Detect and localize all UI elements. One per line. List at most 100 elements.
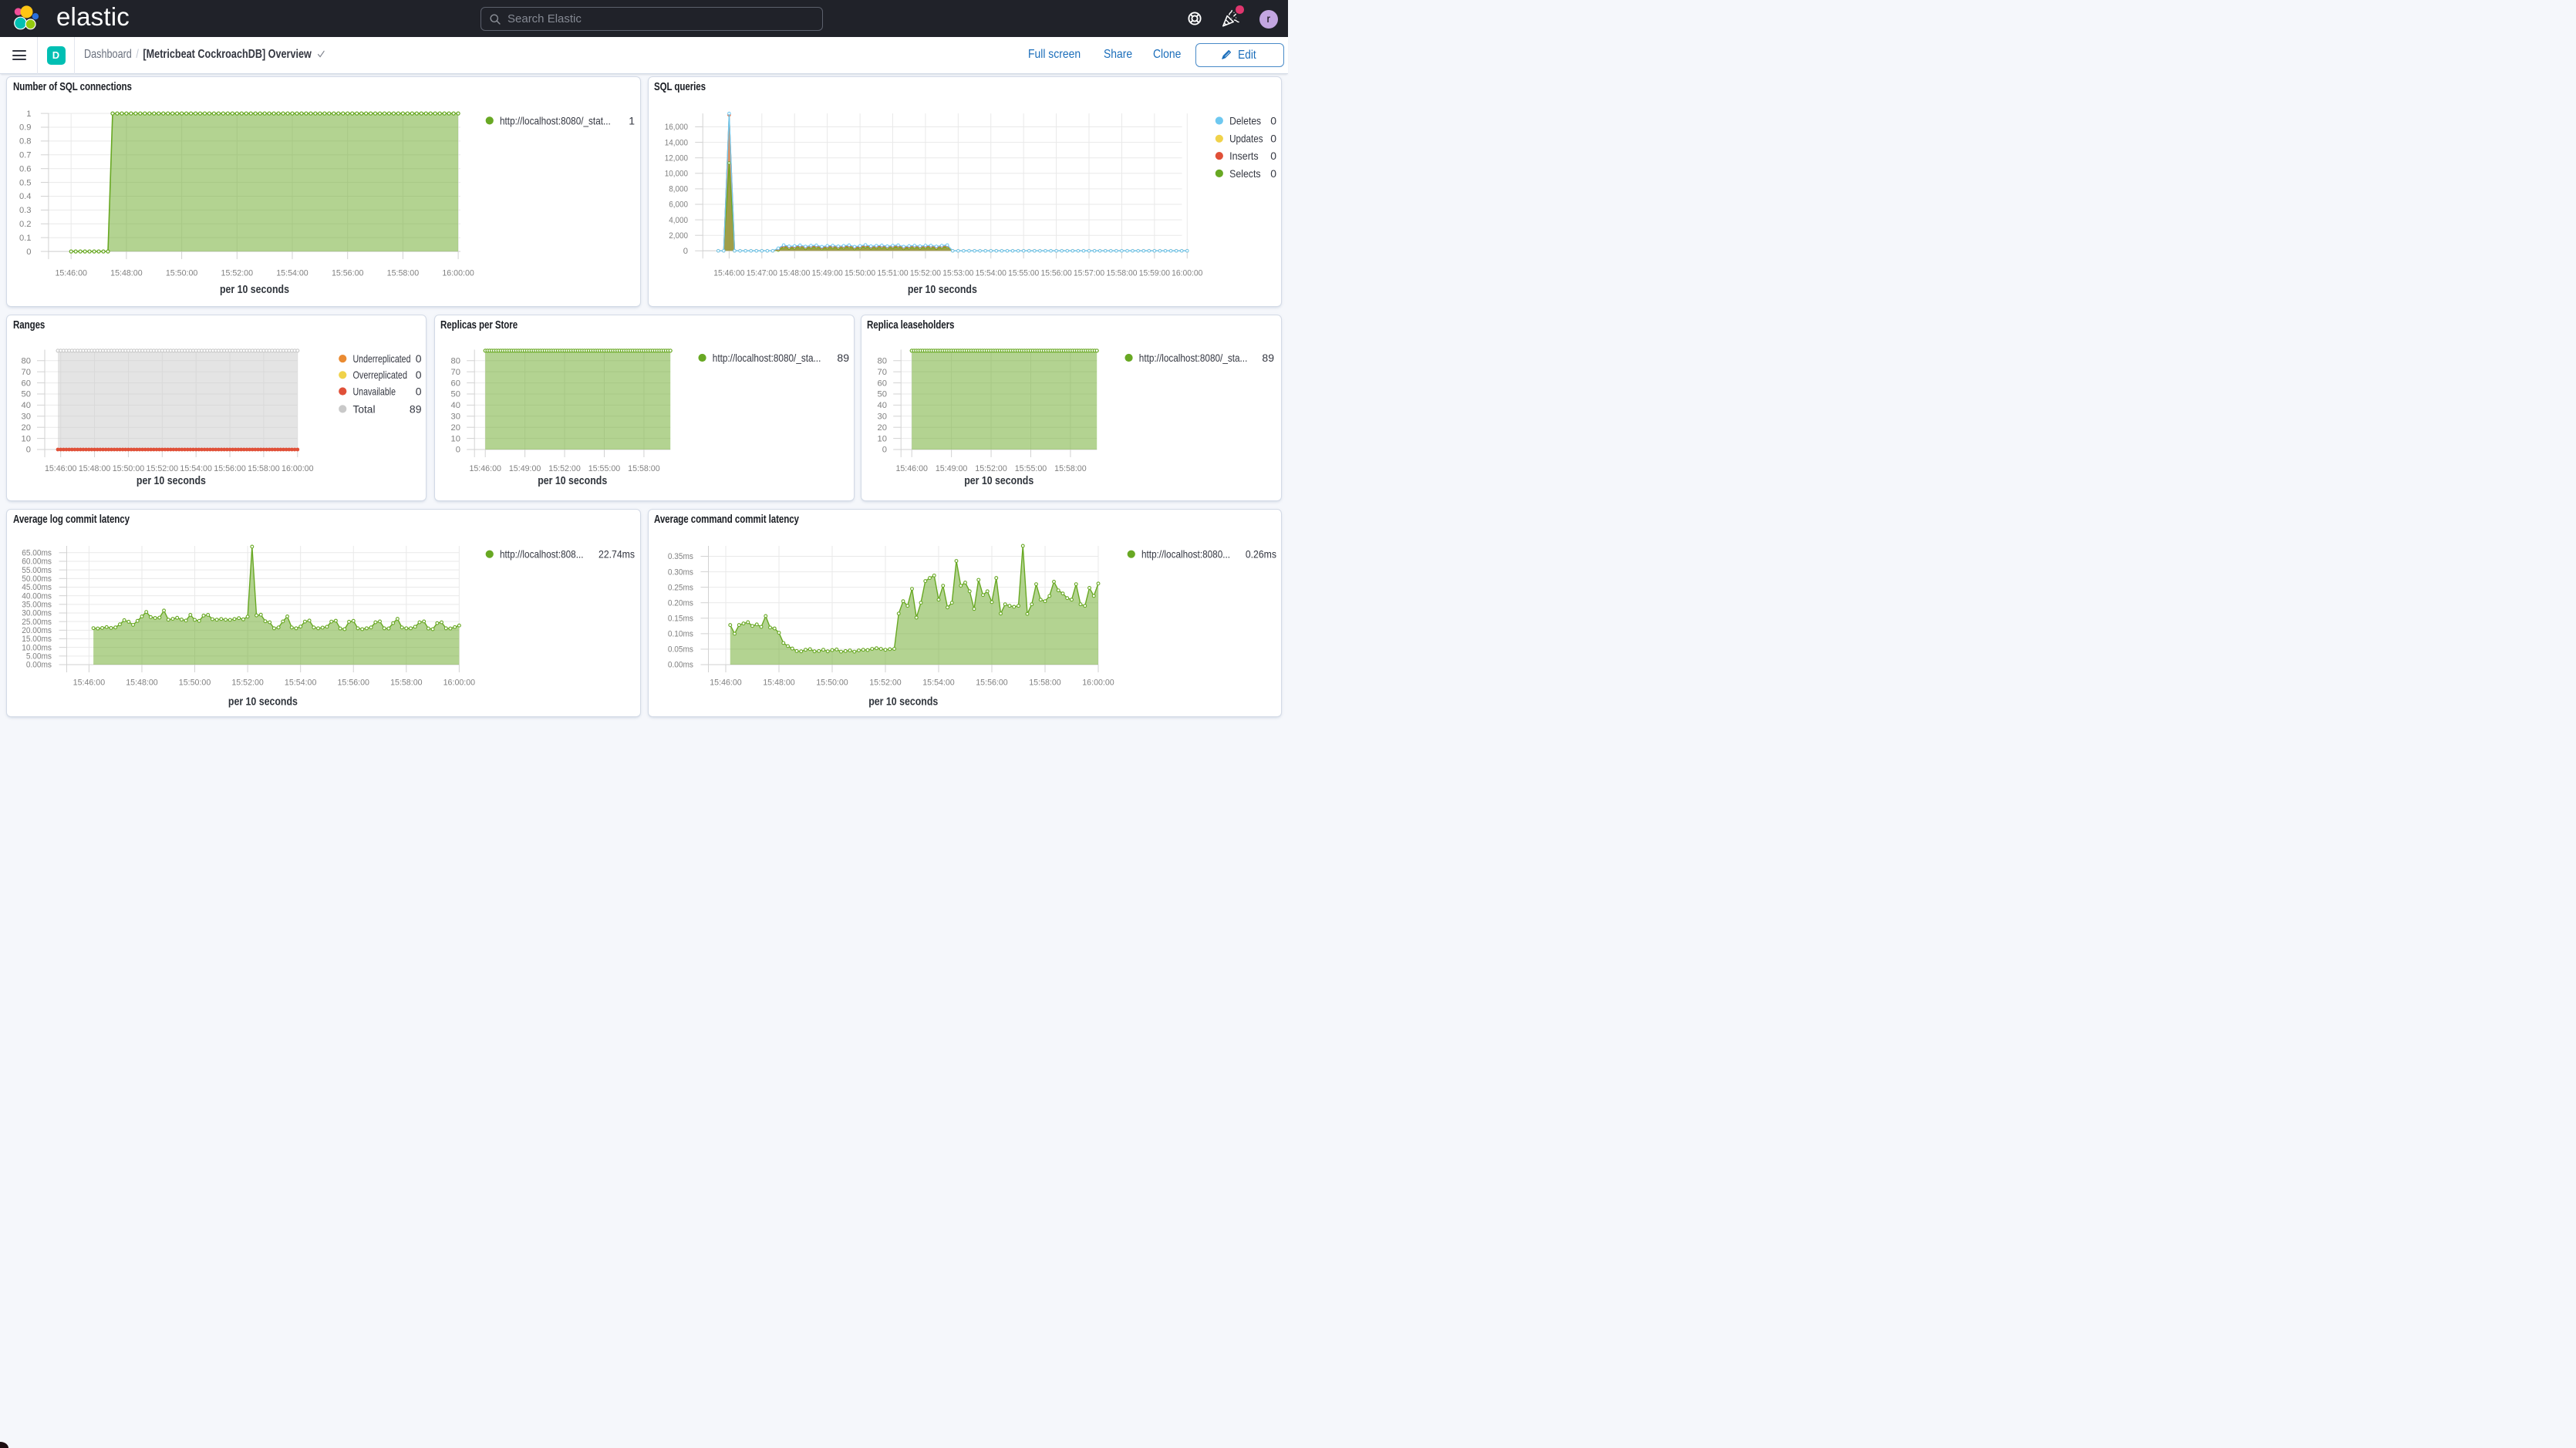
svg-text:0.00ms: 0.00ms	[26, 660, 52, 669]
svg-text:80: 80	[22, 356, 31, 365]
svg-text:30: 30	[450, 412, 460, 421]
svg-text:15:49:00: 15:49:00	[935, 463, 967, 473]
svg-text:15:46:00: 15:46:00	[713, 269, 744, 278]
svg-text:15:58:00: 15:58:00	[390, 678, 423, 687]
svg-text:89: 89	[1262, 351, 1274, 363]
svg-text:http://localhost:8080/_sta...: http://localhost:8080/_sta...	[1138, 351, 1247, 363]
svg-text:0.3: 0.3	[19, 206, 32, 215]
svg-text:89: 89	[410, 402, 422, 415]
svg-text:50: 50	[450, 389, 460, 399]
svg-text:10,000: 10,000	[664, 170, 687, 179]
svg-text:80: 80	[450, 356, 460, 365]
svg-text:15:50:00: 15:50:00	[816, 678, 848, 687]
svg-text:40: 40	[877, 401, 886, 410]
svg-text:0.35ms: 0.35ms	[668, 552, 694, 561]
svg-text:70: 70	[22, 367, 31, 376]
svg-text:15:54:00: 15:54:00	[922, 678, 955, 687]
svg-text:15:46:00: 15:46:00	[710, 678, 742, 687]
svg-text:22.74ms: 22.74ms	[598, 547, 635, 560]
svg-text:20.00ms: 20.00ms	[22, 626, 52, 635]
svg-text:15:55:00: 15:55:00	[588, 463, 620, 473]
svg-text:15:52:00: 15:52:00	[147, 463, 179, 473]
svg-text:Updates: Updates	[1229, 133, 1263, 145]
svg-text:Inserts: Inserts	[1229, 150, 1259, 162]
svg-text:0.5: 0.5	[19, 178, 32, 187]
svg-text:0.2: 0.2	[19, 220, 32, 229]
svg-text:15:47:00: 15:47:00	[746, 269, 777, 278]
svg-text:Overreplicated: Overreplicated	[353, 369, 408, 381]
svg-text:2,000: 2,000	[669, 231, 688, 241]
svg-text:15:58:00: 15:58:00	[1054, 463, 1087, 473]
svg-text:0.1: 0.1	[19, 234, 32, 243]
svg-text:16:00:00: 16:00:00	[442, 269, 474, 278]
svg-text:per 10 seconds: per 10 seconds	[220, 283, 289, 296]
svg-text:15:56:00: 15:56:00	[338, 678, 370, 687]
svg-text:15:52:00: 15:52:00	[975, 463, 1007, 473]
svg-text:15:58:00: 15:58:00	[1106, 269, 1137, 278]
svg-text:15:55:00: 15:55:00	[1008, 269, 1039, 278]
svg-text:80: 80	[877, 356, 886, 365]
svg-text:per 10 seconds: per 10 seconds	[868, 695, 938, 708]
svg-text:per 10 seconds: per 10 seconds	[228, 695, 298, 708]
svg-text:15:46:00: 15:46:00	[469, 463, 501, 473]
svg-text:15:50:00: 15:50:00	[166, 269, 198, 278]
svg-text:http://localhost:8080/_stat...: http://localhost:8080/_stat...	[500, 114, 611, 126]
svg-text:0: 0	[416, 352, 422, 365]
svg-text:16,000: 16,000	[664, 123, 687, 132]
svg-text:per 10 seconds: per 10 seconds	[137, 474, 206, 487]
svg-text:0.25ms: 0.25ms	[668, 583, 694, 592]
svg-text:20: 20	[450, 423, 460, 432]
svg-text:http://localhost:808...: http://localhost:808...	[500, 547, 584, 560]
svg-text:1: 1	[26, 109, 31, 119]
svg-text:15:54:00: 15:54:00	[276, 269, 309, 278]
svg-text:14,000: 14,000	[664, 138, 687, 147]
svg-text:15:52:00: 15:52:00	[548, 463, 581, 473]
svg-text:0: 0	[683, 247, 687, 256]
svg-text:15:48:00: 15:48:00	[779, 269, 810, 278]
svg-text:0.8: 0.8	[19, 137, 32, 146]
svg-text:10: 10	[877, 434, 886, 443]
svg-text:10: 10	[450, 434, 460, 443]
svg-text:60: 60	[22, 379, 31, 388]
svg-text:0.7: 0.7	[19, 151, 32, 160]
svg-text:15:46:00: 15:46:00	[45, 463, 77, 473]
svg-text:15:51:00: 15:51:00	[877, 269, 908, 278]
svg-text:per 10 seconds: per 10 seconds	[538, 474, 607, 487]
svg-text:0: 0	[882, 445, 886, 454]
svg-text:6,000: 6,000	[669, 200, 688, 210]
svg-text:50.00ms: 50.00ms	[22, 574, 52, 584]
svg-text:50: 50	[22, 389, 31, 399]
svg-text:15:50:00: 15:50:00	[113, 463, 145, 473]
svg-text:15:48:00: 15:48:00	[763, 678, 795, 687]
svg-text:35.00ms: 35.00ms	[22, 600, 52, 609]
svg-text:40: 40	[22, 401, 31, 410]
svg-text:15:46:00: 15:46:00	[895, 463, 928, 473]
svg-text:0.30ms: 0.30ms	[668, 567, 694, 577]
svg-text:30: 30	[877, 412, 886, 421]
svg-text:0: 0	[26, 248, 31, 257]
svg-text:15:55:00: 15:55:00	[1014, 463, 1047, 473]
svg-text:per 10 seconds: per 10 seconds	[908, 283, 977, 296]
svg-text:15:49:00: 15:49:00	[811, 269, 842, 278]
svg-text:15:58:00: 15:58:00	[248, 463, 280, 473]
svg-text:16:00:00: 16:00:00	[282, 463, 314, 473]
svg-text:15:48:00: 15:48:00	[126, 678, 158, 687]
svg-text:Selects: Selects	[1229, 167, 1261, 180]
svg-text:15:56:00: 15:56:00	[976, 678, 1008, 687]
svg-text:0.00ms: 0.00ms	[668, 660, 694, 669]
svg-text:30.00ms: 30.00ms	[22, 608, 52, 618]
svg-text:20: 20	[22, 423, 31, 432]
svg-text:0.20ms: 0.20ms	[668, 598, 694, 608]
svg-text:15:52:00: 15:52:00	[231, 678, 264, 687]
svg-text:0: 0	[1270, 114, 1276, 126]
svg-text:15:58:00: 15:58:00	[1029, 678, 1061, 687]
svg-text:15:54:00: 15:54:00	[285, 678, 317, 687]
svg-text:16:00:00: 16:00:00	[1172, 269, 1202, 278]
svg-text:15:54:00: 15:54:00	[180, 463, 212, 473]
svg-text:8,000: 8,000	[669, 185, 688, 194]
svg-text:0.4: 0.4	[19, 192, 32, 201]
svg-text:15:52:00: 15:52:00	[221, 269, 254, 278]
svg-text:40: 40	[450, 401, 460, 410]
svg-text:0: 0	[416, 369, 422, 381]
svg-text:15:52:00: 15:52:00	[910, 269, 941, 278]
